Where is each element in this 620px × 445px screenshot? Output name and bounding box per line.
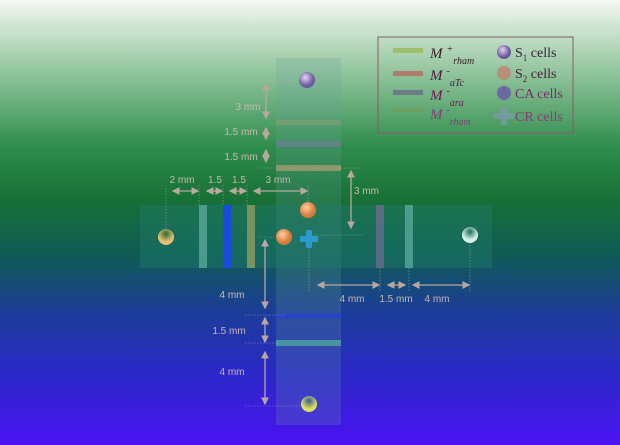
dim-top-3: 1.5 mm xyxy=(224,152,257,163)
ca-cell-right xyxy=(462,227,478,243)
legend-s1-label: S1 cells xyxy=(515,46,556,63)
legend-cr-label: CR cells xyxy=(515,110,563,125)
legend-swatch-m-minus-rham xyxy=(393,109,423,112)
dim-right-3: 4 mm xyxy=(425,294,450,305)
legend-swatch-m-minus-ara xyxy=(393,90,423,95)
band-left-olive xyxy=(247,205,255,268)
dim-top-2: 1.5 mm xyxy=(224,127,257,138)
legend-swatch-m-plus-rham xyxy=(393,48,423,53)
dim-left-4: 3 mm xyxy=(266,175,291,186)
legend-ca-label: CA cells xyxy=(515,87,563,102)
band-top-olive xyxy=(276,165,341,171)
band-left-blue xyxy=(223,205,231,268)
legend-s2-cell-icon xyxy=(497,66,511,80)
dim-bottom-1: 4 mm xyxy=(220,290,245,301)
band-bottom-blue xyxy=(276,314,341,318)
cr-cell-cross-icon xyxy=(300,230,318,248)
legend-label-m-minus-atc: M -aTc xyxy=(429,66,464,89)
band-right-gray xyxy=(376,205,384,268)
dim-bottom-3: 4 mm xyxy=(220,367,245,378)
dim-center-right: 3 mm xyxy=(354,186,379,197)
dim-right-1: 4 mm xyxy=(340,294,365,305)
legend: M +rham M -aTc M -ara M -rham S1 cells S2 ce… xyxy=(377,36,574,134)
legend-label-m-minus-ara: M -ara xyxy=(429,86,464,109)
legend-cr-cell-icon xyxy=(494,107,514,125)
legend-swatch-m-minus-atc xyxy=(393,71,423,76)
s1-cell xyxy=(299,72,315,88)
legend-label-m-plus-rham: M +rham xyxy=(429,44,474,67)
band-right-teal xyxy=(405,205,413,268)
band-top-gray xyxy=(276,141,341,147)
legend-s1-cell-icon xyxy=(497,45,511,59)
band-left-teal xyxy=(199,205,207,268)
legend-ca-cell-icon xyxy=(497,86,511,100)
dim-top-1: 3 mm xyxy=(236,102,261,113)
legend-label-m-minus-rham: M -rham xyxy=(429,105,471,128)
dim-left-3: 1.5 xyxy=(232,175,246,186)
s2-cell-top xyxy=(300,202,316,218)
band-top-olive-faint xyxy=(276,120,341,125)
dim-bottom-2: 1.5 mm xyxy=(212,326,245,337)
s2-cell-left xyxy=(276,229,292,245)
band-bottom-teal xyxy=(276,340,341,346)
dimension-arrows xyxy=(171,82,471,406)
ca-cell-left xyxy=(158,229,174,245)
ca-cell-bottom xyxy=(301,396,317,412)
dim-left-1: 2 mm xyxy=(170,175,195,186)
legend-s2-label: S2 cells xyxy=(515,67,556,84)
dim-right-2: 1.5 mm xyxy=(379,294,412,305)
dim-left-2: 1.5 xyxy=(208,175,222,186)
